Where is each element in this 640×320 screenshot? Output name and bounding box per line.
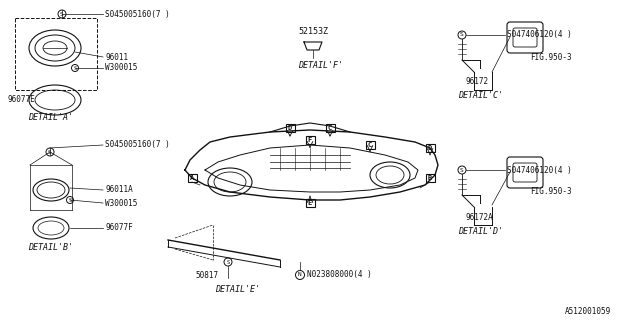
- Text: DETAIL'B': DETAIL'B': [28, 244, 73, 252]
- Text: S: S: [74, 66, 77, 70]
- Text: B: B: [428, 175, 432, 181]
- Text: DETAIL'F': DETAIL'F': [298, 60, 343, 69]
- Text: W300015: W300015: [105, 63, 138, 73]
- Text: DETAIL'A': DETAIL'A': [28, 114, 73, 123]
- Text: FIG.950-3: FIG.950-3: [530, 52, 572, 61]
- Text: FIG.950-3: FIG.950-3: [530, 188, 572, 196]
- Text: C: C: [328, 125, 332, 131]
- Bar: [305, 199, 314, 207]
- Text: 96077E: 96077E: [8, 95, 36, 105]
- Text: 96011A: 96011A: [105, 186, 132, 195]
- Circle shape: [458, 166, 466, 174]
- Text: S045005160(7 ): S045005160(7 ): [105, 140, 170, 149]
- Text: DETAIL'C': DETAIL'C': [458, 91, 503, 100]
- Circle shape: [72, 65, 79, 71]
- Text: S045005160(7 ): S045005160(7 ): [105, 10, 170, 19]
- Text: 96077F: 96077F: [105, 223, 132, 233]
- Text: 96172: 96172: [465, 77, 488, 86]
- Circle shape: [67, 196, 74, 204]
- Text: F: F: [308, 137, 312, 143]
- Text: N: N: [298, 273, 302, 277]
- Text: S: S: [68, 197, 72, 203]
- Text: 50817: 50817: [195, 270, 218, 279]
- Text: S: S: [460, 167, 464, 172]
- Text: DETAIL'D': DETAIL'D': [458, 228, 503, 236]
- Text: C: C: [368, 142, 372, 148]
- Text: E: E: [308, 200, 312, 206]
- Text: D: D: [288, 125, 292, 131]
- Text: D: D: [428, 145, 432, 151]
- Text: DETAIL'E': DETAIL'E': [215, 285, 260, 294]
- Text: A: A: [190, 175, 194, 181]
- Circle shape: [58, 10, 66, 18]
- Circle shape: [224, 258, 232, 266]
- Bar: [426, 144, 435, 152]
- Text: S047406120(4 ): S047406120(4 ): [507, 165, 572, 174]
- Circle shape: [46, 148, 54, 156]
- Bar: [15, 18, 97, 90]
- Text: N023808000(4 ): N023808000(4 ): [307, 270, 372, 279]
- Text: S: S: [60, 12, 64, 17]
- Bar: [305, 136, 314, 144]
- Text: W300015: W300015: [105, 198, 138, 207]
- Bar: [365, 141, 374, 149]
- Circle shape: [296, 270, 305, 279]
- Text: A512001059: A512001059: [565, 308, 611, 316]
- Bar: [188, 174, 196, 182]
- Text: S: S: [48, 149, 52, 155]
- Text: S: S: [460, 33, 464, 37]
- Bar: [426, 174, 435, 182]
- Text: S047406120(4 ): S047406120(4 ): [507, 30, 572, 39]
- Bar: [285, 124, 294, 132]
- Text: 52153Z: 52153Z: [298, 28, 328, 36]
- Bar: [326, 124, 335, 132]
- Text: 96011: 96011: [105, 52, 128, 61]
- Text: S: S: [227, 260, 230, 265]
- Circle shape: [458, 31, 466, 39]
- Text: 96172A: 96172A: [465, 213, 493, 222]
